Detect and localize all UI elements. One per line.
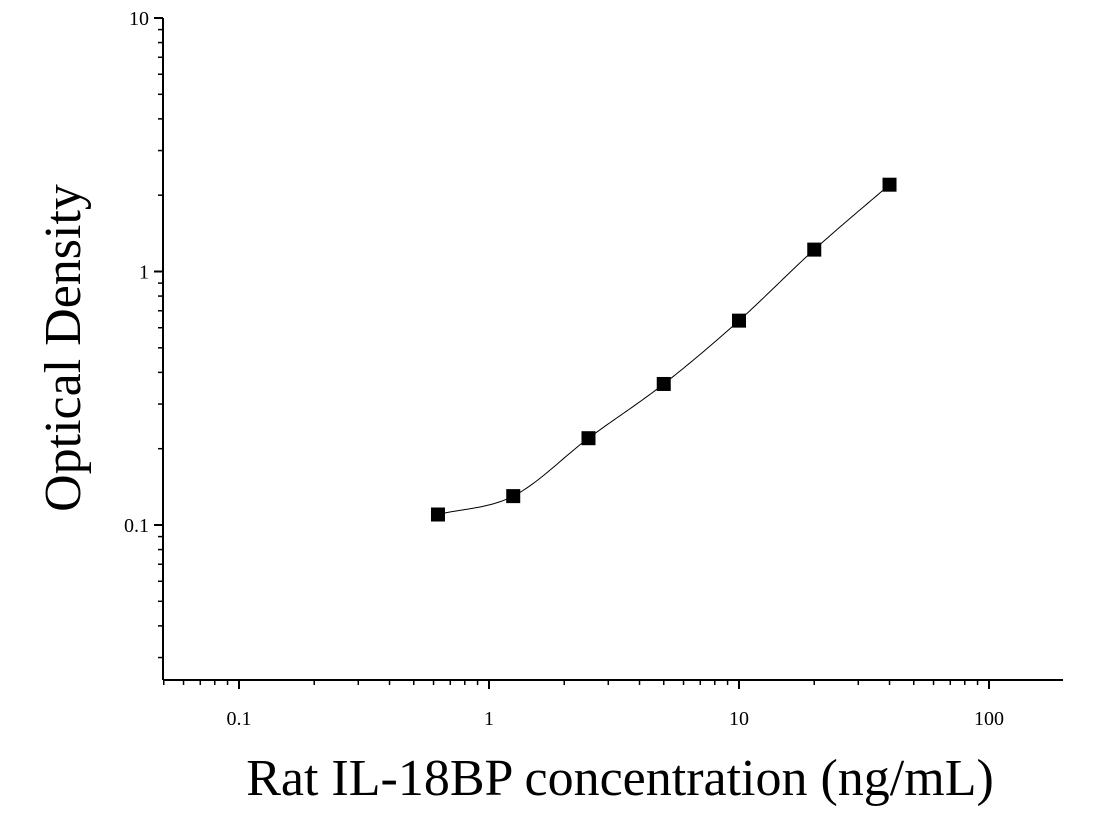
x-tick-label: 100 bbox=[974, 708, 1004, 730]
x-tick-label: 0.1 bbox=[227, 708, 252, 730]
data-point-marker bbox=[430, 507, 445, 522]
fit-curve bbox=[437, 184, 890, 515]
ticks bbox=[154, 17, 990, 689]
data-point-marker bbox=[581, 431, 596, 446]
data-point-marker bbox=[882, 177, 897, 192]
x-tick-label: 10 bbox=[729, 708, 749, 730]
tick-labels: 0.1 1 10 100 0.1 1 10 bbox=[124, 8, 1004, 730]
x-tick-label: 1 bbox=[484, 708, 494, 730]
y-tick-label: 0.1 bbox=[124, 515, 149, 537]
data-points bbox=[430, 177, 897, 522]
y-tick-label: 10 bbox=[129, 8, 149, 30]
data-point-marker bbox=[807, 242, 822, 257]
data-point-marker bbox=[732, 313, 746, 328]
data-point-marker bbox=[656, 376, 671, 391]
data-point-marker bbox=[506, 489, 521, 504]
y-axis-title: Optical Density bbox=[35, 184, 92, 512]
axes bbox=[162, 18, 1063, 681]
y-tick-label: 1 bbox=[139, 262, 149, 284]
x-axis-title: Rat IL-18BP concentration (ng/mL) bbox=[246, 750, 994, 807]
